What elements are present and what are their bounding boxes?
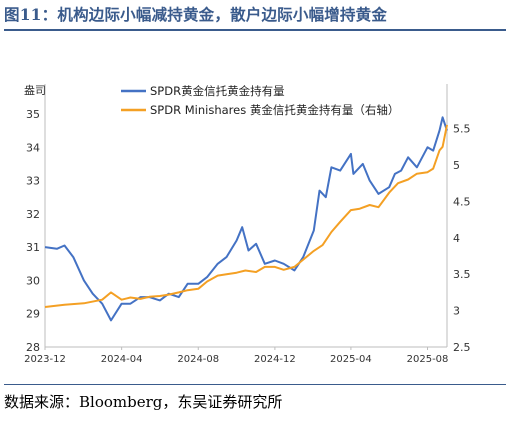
x-tick-label: 2024-12 (254, 354, 296, 365)
title-rule (4, 29, 506, 31)
legend-label-spdr: SPDR黄金信托黄金持有量 (150, 84, 285, 98)
right-tick-label: 4 (453, 232, 460, 245)
left-tick-label: 33 (26, 175, 40, 188)
x-tick-label: 2023-12 (24, 354, 66, 365)
left-tick-label: 29 (26, 308, 40, 321)
figure-title: 图11：机构边际小幅减持黄金，散户边际小幅增持黄金 (4, 5, 388, 24)
legend-label-minishares: SPDR Minishares 黄金信托黄金持有量（右轴） (150, 103, 399, 117)
source-note: 数据来源：Bloomberg，东吴证券研究所 (4, 393, 283, 411)
left-tick-label: 32 (26, 208, 40, 221)
source-rule (4, 384, 506, 385)
x-tick-label: 2025-04 (330, 354, 372, 365)
right-tick-label: 2.5 (453, 341, 471, 354)
series-line-spdr (44, 116, 448, 322)
left-tick-label: 30 (26, 274, 40, 287)
left-tick-label: 34 (26, 141, 40, 154)
left-tick-label: 31 (26, 241, 40, 254)
left-axis-unit-label: 盎司 (24, 83, 46, 97)
right-tick-label: 5.5 (453, 123, 471, 136)
right-tick-label: 3 (453, 305, 460, 318)
left-tick-label: 35 (26, 108, 40, 121)
right-tick-label: 5 (453, 159, 460, 172)
right-tick-label: 4.5 (453, 195, 471, 208)
x-tick-label: 2024-04 (101, 354, 143, 365)
series-line-minishares (44, 124, 448, 308)
left-tick-label: 28 (26, 341, 40, 354)
x-tick-label: 2024-08 (177, 354, 219, 365)
gold-holdings-chart: 盎司 28 29 30 31 32 33 34 35 2.5 3 3.5 4 4.5 5 5.5 2023-12… (24, 83, 471, 365)
right-tick-label: 3.5 (453, 268, 471, 281)
x-tick-label: 2025-08 (407, 354, 449, 365)
